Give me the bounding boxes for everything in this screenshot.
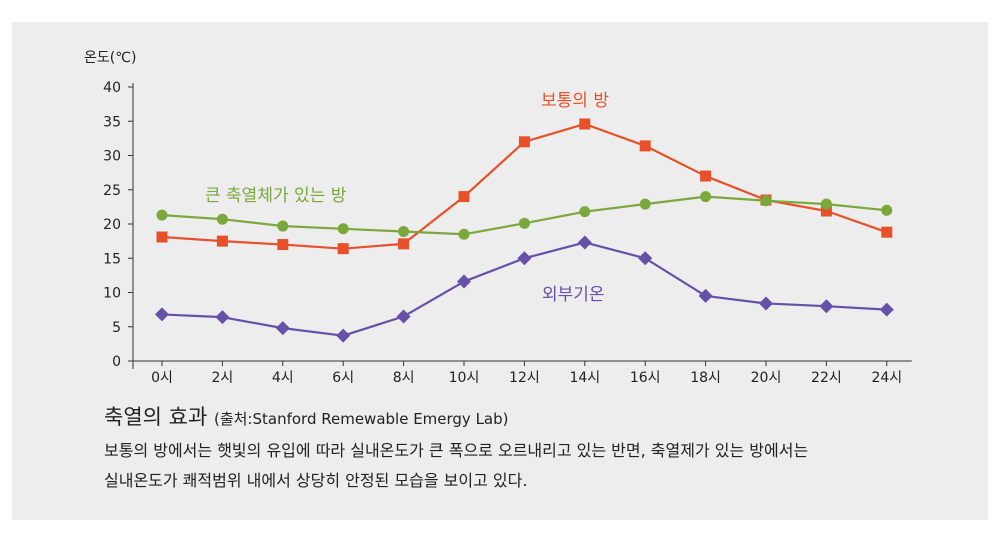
figure-caption: 축열의 효과 (출처:Stanford Remewable Emergy Lab… <box>104 402 964 496</box>
y-tick-label: 15 <box>103 251 121 267</box>
data-point-diamond <box>457 274 471 289</box>
data-point-diamond <box>155 307 169 322</box>
x-tick-label: 0시 <box>151 370 173 386</box>
caption-line-2: 실내온도가 쾌적범위 내에서 상당히 안정된 모습을 보이고 있다. <box>104 471 528 490</box>
data-point-circle <box>337 223 349 235</box>
data-point-square <box>398 238 410 250</box>
data-point-square <box>216 235 228 247</box>
data-point-diamond <box>879 302 894 317</box>
data-point-diamond <box>396 309 411 324</box>
data-point-square <box>277 239 289 251</box>
series-markers <box>155 118 894 343</box>
data-point-diamond <box>698 288 713 303</box>
data-point-square <box>337 243 349 255</box>
data-point-circle <box>639 198 651 210</box>
caption-body: 보통의 방에서는 햇빛의 유입에 따라 실내온도가 큰 폭으로 오르내리고 있는… <box>104 436 964 496</box>
y-tick-label: 5 <box>112 320 121 336</box>
y-axis-label: 온도(℃) <box>84 50 136 66</box>
data-point-diamond <box>759 296 773 311</box>
caption-title: 축열의 효과 <box>104 405 208 429</box>
x-tick-label: 8시 <box>393 370 415 386</box>
x-tick-label: 2시 <box>212 370 234 386</box>
data-point-square <box>881 226 893 238</box>
x-tick-label: 6시 <box>332 370 354 386</box>
x-tick-label: 16시 <box>630 370 661 386</box>
x-tick-label: 22시 <box>811 370 842 386</box>
series-labels: 보통의 방 큰 축열체가 있는 방 외부기온 <box>205 91 609 305</box>
y-tick-label: 40 <box>103 80 121 96</box>
y-tick-label: 0 <box>112 354 121 370</box>
caption-title-line: 축열의 효과 (출처:Stanford Remewable Emergy Lab… <box>104 402 964 434</box>
data-point-circle <box>820 198 832 210</box>
y-tick-label: 10 <box>103 286 121 302</box>
data-point-circle <box>156 209 168 221</box>
series-label-normal-room: 보통의 방 <box>541 91 609 111</box>
caption-line-1: 보통의 방에서는 햇빛의 유입에 따라 실내온도가 큰 폭으로 오르내리고 있는… <box>104 441 809 460</box>
x-tick-label: 20시 <box>751 370 782 386</box>
x-tick-label: 12시 <box>509 370 540 386</box>
axes <box>128 83 912 369</box>
series-label-thermal-mass-room: 큰 축열체가 있는 방 <box>205 186 347 206</box>
data-point-diamond <box>638 251 653 266</box>
y-tick-label: 20 <box>103 217 121 233</box>
x-tick-label: 10시 <box>449 370 480 386</box>
y-tick-label: 35 <box>103 114 121 130</box>
series-label-outdoor: 외부기온 <box>542 285 605 305</box>
caption-source: (출처:Stanford Remewable Emergy Lab) <box>213 410 509 428</box>
data-point-circle <box>700 191 712 203</box>
x-tick-label: 18시 <box>690 370 721 386</box>
x-tick-label: 4시 <box>272 370 294 386</box>
data-point-square <box>518 136 530 148</box>
data-point-diamond <box>275 321 290 336</box>
data-point-circle <box>518 217 530 229</box>
tick-labels: 0 5 10 15 20 25 30 35 40 0시 2시 4시 6시 8시 10시 12시 14시 16시 18… <box>103 80 902 386</box>
y-tick-label: 25 <box>103 183 121 199</box>
data-point-square <box>579 118 591 130</box>
data-point-square <box>820 205 832 217</box>
data-point-circle <box>398 226 410 238</box>
series-lines <box>161 122 888 337</box>
data-point-diamond <box>819 299 834 314</box>
data-point-diamond <box>215 310 230 325</box>
data-point-circle <box>458 228 470 240</box>
data-point-circle <box>277 220 289 232</box>
data-point-square <box>639 140 651 152</box>
data-point-diamond <box>336 328 351 343</box>
data-point-circle <box>216 213 228 225</box>
data-point-circle <box>760 195 772 207</box>
data-point-circle <box>881 204 893 216</box>
figure-panel <box>12 22 988 520</box>
data-point-square <box>700 170 712 182</box>
x-tick-label: 24시 <box>871 370 902 386</box>
data-point-square <box>156 231 168 243</box>
x-tick-label: 14시 <box>569 370 600 386</box>
data-point-square <box>458 191 470 203</box>
data-point-diamond <box>577 235 592 250</box>
data-point-circle <box>579 206 591 218</box>
y-tick-label: 30 <box>103 149 121 165</box>
data-point-diamond <box>517 251 532 266</box>
